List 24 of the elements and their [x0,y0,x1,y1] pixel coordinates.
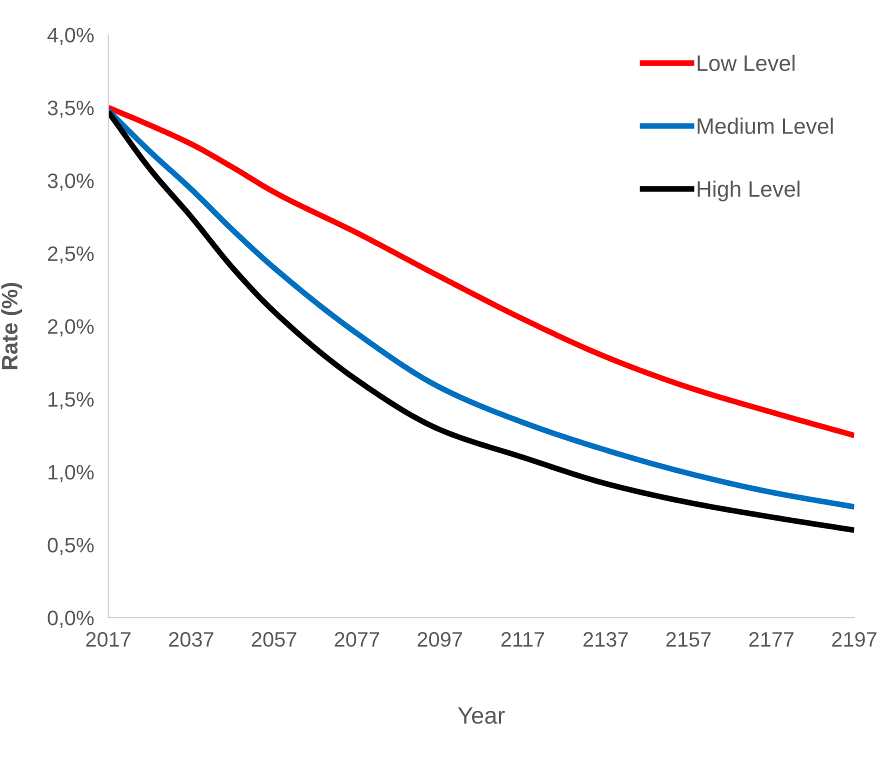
x-tick-label: 2077 [334,632,380,647]
x-tick-label: 2157 [666,632,711,647]
x-tick-label: 2137 [583,632,628,647]
y-tick-label: 0,5% [48,538,94,555]
y-tick-label: 1,5% [48,392,94,410]
x-axis-title: Year [458,707,505,724]
x-tick-label: 2197 [832,632,876,647]
x-tick-label: 2037 [169,632,214,647]
x-tick-label: 2017 [86,632,130,647]
y-tick-label: 4,0% [47,28,94,45]
y-tick-label: 0,0% [48,610,94,628]
x-tick-label: 2057 [252,632,296,647]
y-tick-label: 1,0% [48,464,94,482]
x-tick-label: 2177 [749,632,794,647]
x-tick-label: 2097 [418,632,462,647]
y-tick-label: 3,0% [48,173,94,191]
y-axis-title: Rate (%) [1,282,22,370]
x-tick-label: 2117 [501,632,544,647]
legend-label: High Level [698,180,800,202]
y-tick-label: 3,5% [48,100,94,118]
y-tick-label: 2,0% [48,319,94,336]
y-tick-label: 2,5% [48,246,94,264]
legend-label: Medium Level [698,118,833,134]
legend-label: Low Level [698,54,795,72]
